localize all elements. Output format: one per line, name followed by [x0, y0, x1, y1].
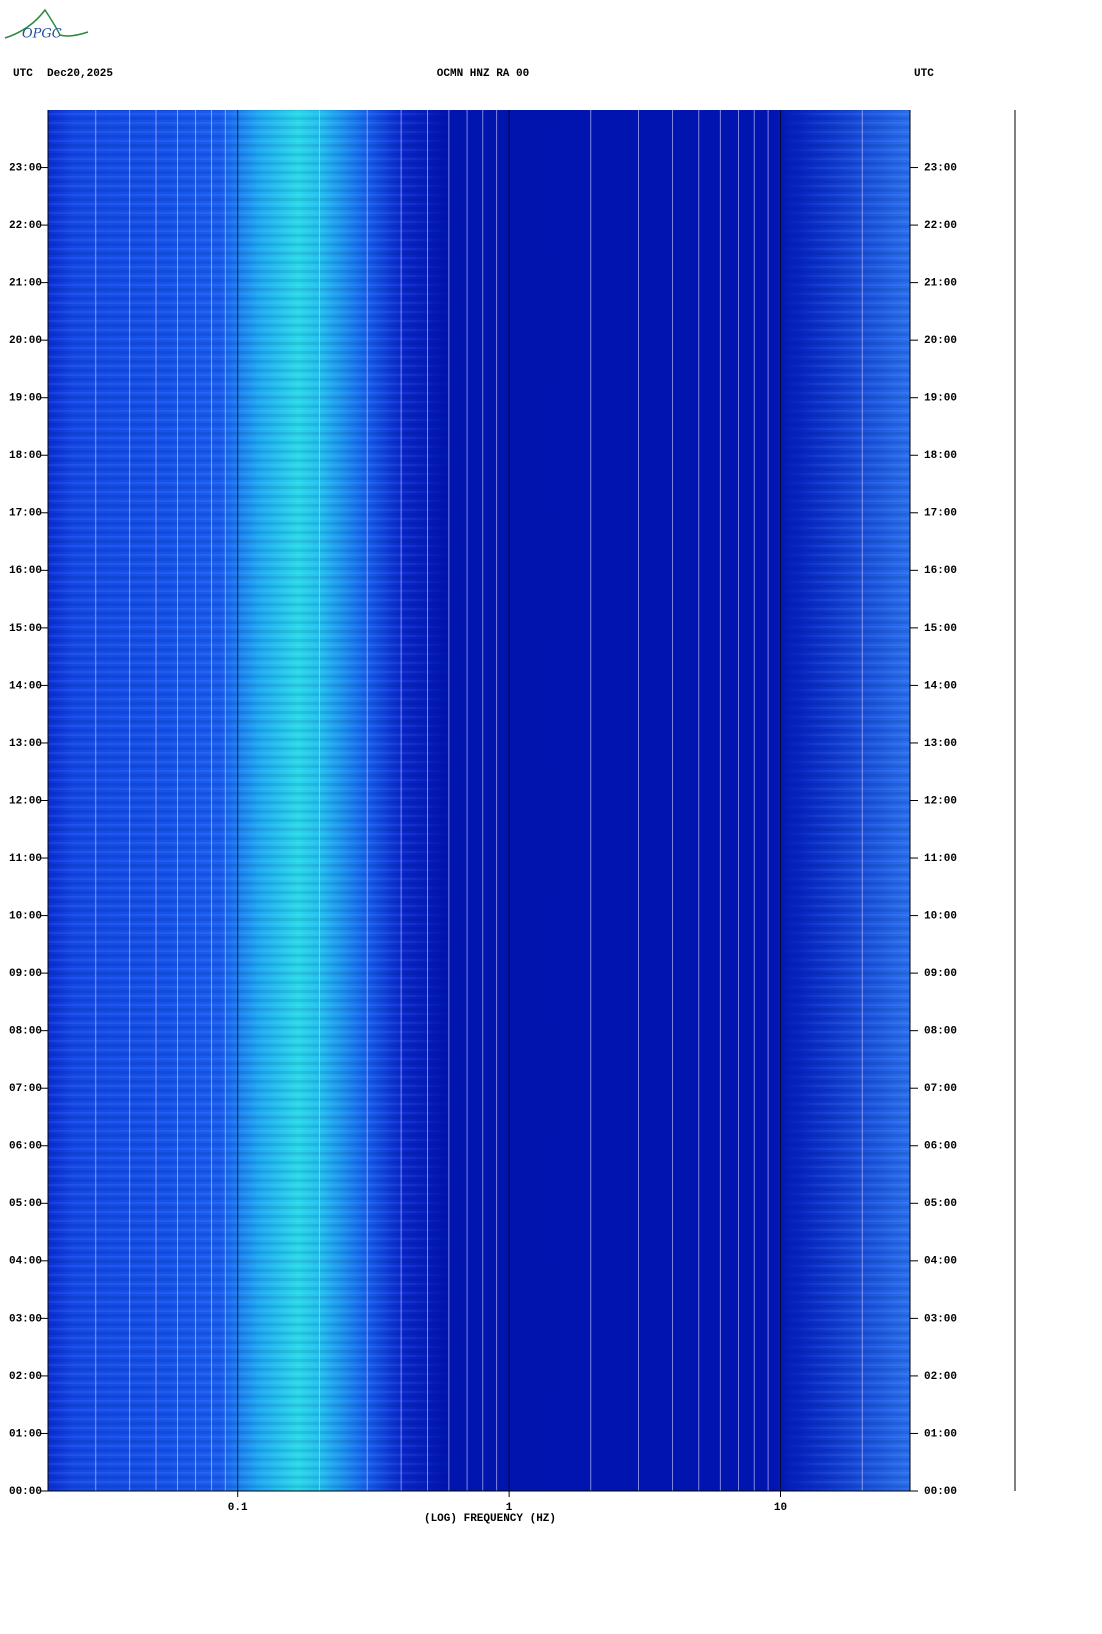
- x-tick-label: 10: [774, 1502, 787, 1514]
- y-tick-label: 05:00: [9, 1198, 42, 1210]
- y-tick-label: 10:00: [924, 910, 957, 922]
- y-tick-label: 22:00: [9, 220, 42, 232]
- y-tick-label: 11:00: [9, 853, 42, 865]
- y-tick-label: 15:00: [9, 623, 42, 635]
- y-tick-label: 06:00: [924, 1141, 957, 1153]
- x-tick-label: 1: [506, 1502, 513, 1514]
- y-tick-label: 03:00: [9, 1313, 42, 1325]
- y-tick-label: 14:00: [9, 680, 42, 692]
- y-tick-label: 06:00: [9, 1141, 42, 1153]
- x-tick-label: 0.1: [228, 1502, 248, 1514]
- y-tick-label: 11:00: [924, 853, 957, 865]
- logo: OPGC: [4, 8, 89, 42]
- y-tick-label: 14:00: [924, 680, 957, 692]
- y-tick-label: 15:00: [924, 623, 957, 635]
- y-tick-label: 23:00: [9, 162, 42, 174]
- y-tick-label: 21:00: [9, 278, 42, 290]
- x-axis-label: (LOG) FREQUENCY (HZ): [424, 1513, 556, 1525]
- right-label: UTC: [914, 68, 934, 80]
- y-tick-label: 03:00: [924, 1313, 957, 1325]
- y-tick-label: 08:00: [9, 1026, 42, 1038]
- y-tick-label: 00:00: [924, 1486, 957, 1498]
- y-tick-label: 02:00: [9, 1371, 42, 1383]
- y-tick-label: 07:00: [924, 1083, 957, 1095]
- logo-text: OPGC: [22, 27, 62, 42]
- chart-title: OCMN HNZ RA 00: [437, 68, 529, 80]
- y-tick-label: 10:00: [9, 910, 42, 922]
- y-tick-label: 17:00: [9, 508, 42, 520]
- y-tick-label: 20:00: [9, 335, 42, 347]
- y-tick-label: 19:00: [9, 393, 42, 405]
- y-tick-label: 02:00: [924, 1371, 957, 1383]
- y-tick-label: 09:00: [9, 968, 42, 980]
- y-tick-label: 01:00: [9, 1428, 42, 1440]
- y-tick-label: 22:00: [924, 220, 957, 232]
- date: Dec20,2025: [47, 68, 113, 80]
- spectrogram-texture: [48, 110, 910, 1491]
- y-tick-label: 07:00: [9, 1083, 42, 1095]
- y-tick-label: 09:00: [924, 968, 957, 980]
- y-tick-label: 04:00: [924, 1256, 957, 1268]
- y-tick-label: 12:00: [924, 795, 957, 807]
- y-tick-label: 16:00: [9, 565, 42, 577]
- y-tick-label: 13:00: [924, 738, 957, 750]
- y-tick-label: 00:00: [9, 1486, 42, 1498]
- y-tick-label: 21:00: [924, 278, 957, 290]
- y-tick-label: 13:00: [9, 738, 42, 750]
- left-label: UTC: [13, 68, 33, 80]
- y-tick-label: 12:00: [9, 795, 42, 807]
- y-tick-label: 19:00: [924, 393, 957, 405]
- y-tick-label: 20:00: [924, 335, 957, 347]
- y-tick-label: 16:00: [924, 565, 957, 577]
- y-tick-label: 05:00: [924, 1198, 957, 1210]
- y-tick-label: 08:00: [924, 1026, 957, 1038]
- y-tick-label: 04:00: [9, 1256, 42, 1268]
- y-tick-label: 18:00: [924, 450, 957, 462]
- y-tick-label: 01:00: [924, 1428, 957, 1440]
- y-tick-label: 18:00: [9, 450, 42, 462]
- y-tick-label: 23:00: [924, 162, 957, 174]
- y-tick-label: 17:00: [924, 508, 957, 520]
